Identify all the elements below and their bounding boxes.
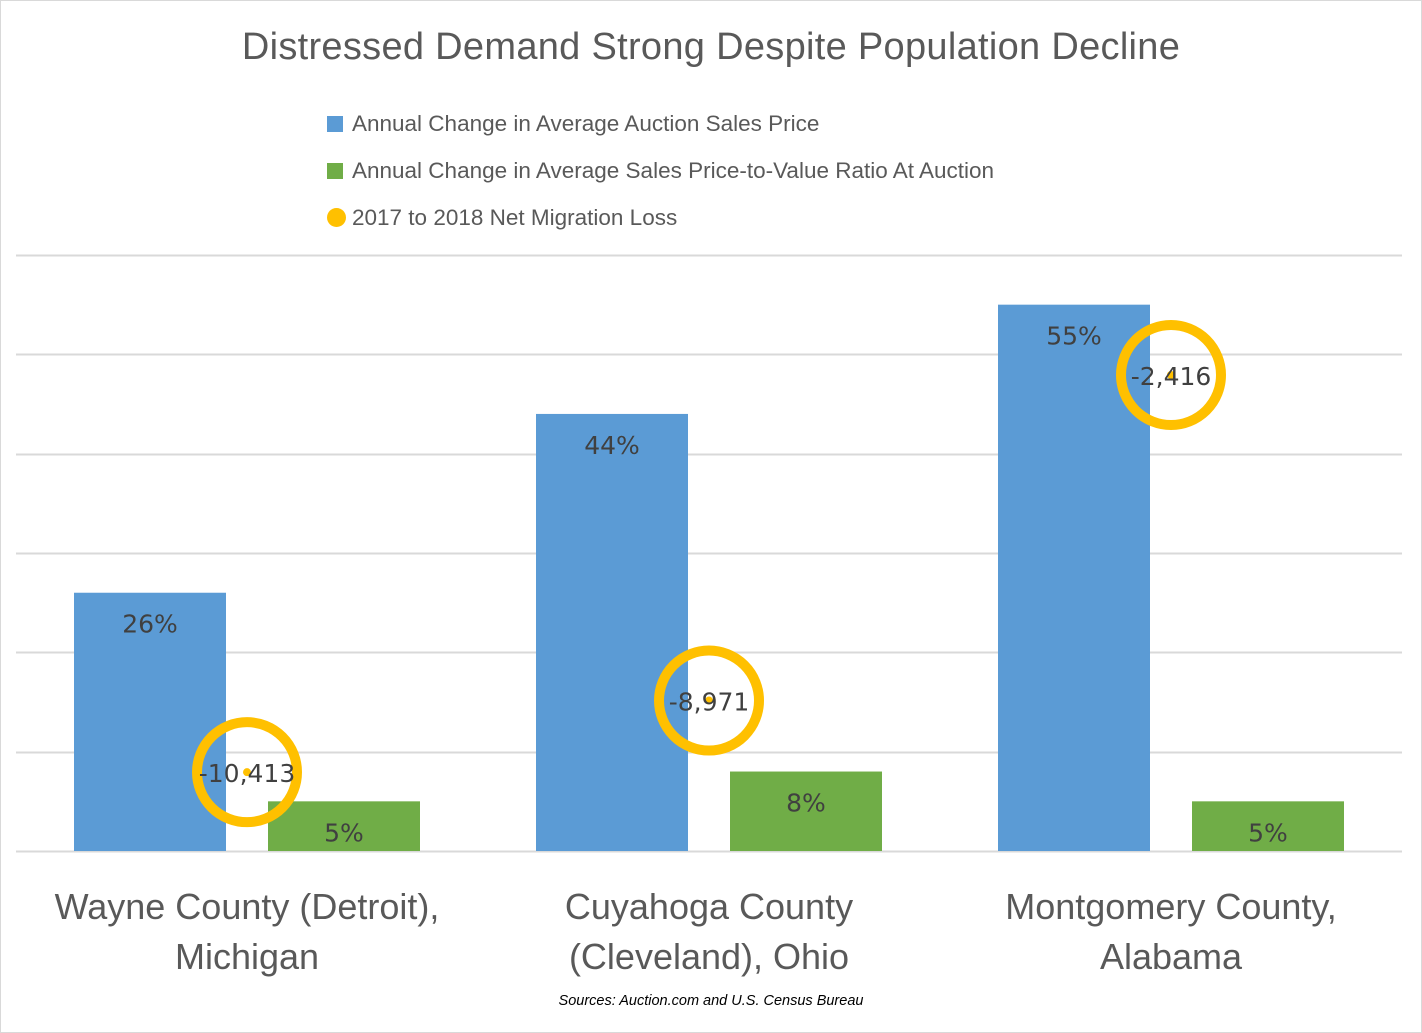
category-label-line: Montgomery County, (1005, 886, 1337, 927)
legend-swatch-green (327, 162, 343, 179)
legend-swatch-blue (327, 115, 343, 132)
migration-label: -2,416 (1131, 362, 1212, 391)
bar-price-to-value (268, 801, 420, 851)
migration-label: -8,971 (669, 688, 750, 717)
category-label-line: Wayne County (Detroit), (54, 886, 440, 927)
legend-label: Annual Change in Average Sales Price-to-… (352, 157, 995, 183)
legend-item-net-migration: 2017 to 2018 Net Migration Loss (327, 194, 994, 241)
category-label-line: Cuyahoga County (564, 886, 854, 927)
category-label-line: (Cleveland), Ohio (568, 936, 850, 977)
highlight-circle (1116, 319, 1226, 430)
bar-price-to-value (1192, 801, 1344, 851)
data-label: 8% (786, 789, 826, 818)
legend-label: 2017 to 2018 Net Migration Loss (352, 204, 678, 230)
data-labels: 26% 5% -10,413 44% 8% -8,971 55% 5% -2,416 (122, 322, 1288, 848)
gridlines (16, 254, 1402, 853)
legend-item-auction-price: Annual Change in Average Auction Sales P… (327, 100, 994, 147)
category-label-line: Alabama (1099, 936, 1243, 977)
data-label: 44% (584, 431, 640, 460)
migration-point (705, 696, 713, 705)
category-label: Wayne County (Detroit), Michigan (27, 882, 467, 982)
highlight-circle (654, 645, 764, 756)
chart-title: Distressed Demand Strong Despite Populat… (241, 26, 1181, 68)
data-label: 5% (1248, 818, 1288, 847)
category-label-line: Michigan (174, 936, 320, 977)
category-label: Cuyahoga County (Cleveland), Ohio (489, 882, 929, 982)
data-label: 5% (324, 818, 364, 847)
legend-item-price-to-value: Annual Change in Average Sales Price-to-… (327, 147, 994, 194)
migration-label: -10,413 (199, 759, 296, 788)
legend-marker-circle (327, 208, 346, 227)
migration-point (1167, 370, 1175, 379)
source-note: Sources: Auction.com and U.S. Census Bur… (558, 993, 864, 1009)
data-label: 55% (1046, 322, 1102, 351)
bar-auction-price (536, 413, 688, 851)
bar-auction-price (74, 592, 226, 851)
bar-price-to-value (730, 771, 882, 851)
migration-point (243, 768, 251, 777)
legend-label: Annual Change in Average Auction Sales P… (352, 110, 820, 136)
legend: Annual Change in Average Auction Sales P… (327, 100, 994, 241)
category-label: Montgomery County, Alabama (951, 882, 1391, 982)
migration-points (192, 319, 1226, 828)
data-label: 26% (122, 610, 178, 639)
highlight-circle (192, 717, 302, 828)
